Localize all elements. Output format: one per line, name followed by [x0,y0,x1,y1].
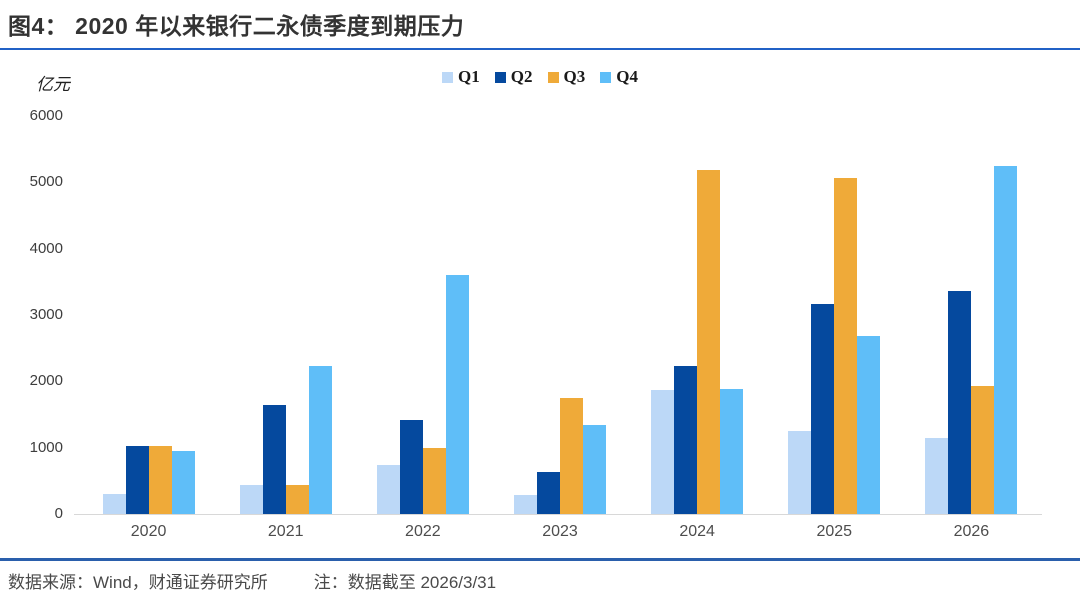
y-tick-label: 6000 [29,107,63,124]
bar-q3-2020 [148,446,172,514]
bar-groups: 2020 2021 2022 2023 2024 2025 2026 [80,116,1040,540]
y-tick-label: 5000 [29,173,63,191]
legend-label: Q4 [616,67,638,86]
bar-q2-2021 [262,404,286,514]
bar-q2-2024 [674,366,698,514]
chart-area: Q1 Q2 Q3 Q4 亿元 0 1000 2000 3000 4000 5000 6000 20… [0,50,1080,561]
bar-q3-2022 [422,448,446,514]
legend-label: Q3 [563,67,586,86]
x-axis-label-2026: 2026 [953,523,990,540]
bar-q3-2024 [697,170,721,514]
note-text: 注：数据截至 2026/3/31 [313,573,497,592]
legend-swatch-q4 [600,71,612,83]
bar-q3-2021 [285,485,309,514]
bar-group-2020: 2020 [80,116,217,540]
bars [217,116,354,514]
bar-q2-2020 [125,445,149,514]
x-axis-label-2020: 2020 [130,523,167,540]
x-axis-label-2021: 2021 [267,523,304,540]
y-axis-ticks: 0 1000 2000 3000 4000 5000 6000 [0,107,66,522]
y-tick-label: 1000 [29,438,63,456]
bar-group-2022: 2022 [354,116,491,540]
figure-header: 图4： 2020 年以来银行二永债季度到期压力 [0,0,1080,50]
bar-group-2023: 2023 [491,116,628,540]
x-axis-label-2024: 2024 [679,523,715,540]
legend-item-q4: Q4 [600,67,638,87]
legend-item-q2: Q2 [494,67,533,87]
bar-q3-2026 [971,385,995,514]
bar-group-2025: 2025 [766,116,903,540]
bars [766,116,903,514]
bar-q3-2025 [834,177,858,514]
bar-q4-2026 [994,166,1018,514]
bar-group-2024: 2024 [629,116,766,540]
bar-q1-2024 [651,389,675,514]
bar-q4-2025 [857,336,881,514]
bar-q2-2025 [811,303,835,514]
y-tick-label: 2000 [29,372,63,390]
figure-title: 图4： 2020 年以来银行二永债季度到期压力 [8,13,465,39]
bar-group-2021: 2021 [217,116,354,540]
legend-swatch-q3 [547,71,559,83]
bar-q2-2022 [399,419,423,514]
legend-label: Q1 [458,67,480,86]
bars [354,116,491,514]
bar-q4-2024 [720,388,744,514]
legend-swatch-q2 [494,71,506,83]
bar-q2-2023 [536,472,560,514]
bar-q4-2023 [582,425,606,514]
x-axis-label-2025: 2025 [816,523,853,540]
y-tick-label: 3000 [29,306,63,323]
bar-q3-2023 [559,397,583,514]
x-axis-label-2023: 2023 [542,523,578,540]
figure-footer: 数据来源：Wind，财通证券研究所 注：数据截至 2026/3/31 [0,558,1080,594]
bar-q1-2023 [513,495,537,514]
bar-q1-2022 [376,464,400,514]
x-axis-line [74,514,1042,515]
bars [80,116,217,514]
bar-q2-2026 [948,291,972,514]
data-source-text: 数据来源：Wind，财通证券研究所 [8,573,268,592]
bar-q4-2020 [171,450,195,514]
bar-q4-2021 [308,366,332,514]
chart-legend: Q1 Q2 Q3 Q4 [0,67,1080,87]
bars [491,116,628,514]
bar-q1-2020 [102,494,126,514]
bar-q1-2021 [239,484,263,514]
y-axis-unit-label: 亿元 [36,75,70,95]
bar-q1-2025 [788,431,812,514]
legend-item-q3: Q3 [547,67,586,87]
bar-q4-2022 [445,275,469,514]
x-axis-label-2022: 2022 [405,523,441,540]
plot-area: 2020 2021 2022 2023 2024 2025 2026 [74,116,1042,540]
legend-item-q1: Q1 [442,67,480,87]
bar-q1-2026 [925,437,949,514]
bar-group-2026: 2026 [903,116,1040,540]
bars [903,116,1040,514]
y-tick-label: 4000 [29,239,63,257]
legend-label: Q2 [510,67,533,86]
bars [629,116,766,514]
legend-swatch-q1 [442,71,454,83]
y-tick-label: 0 [54,505,63,522]
